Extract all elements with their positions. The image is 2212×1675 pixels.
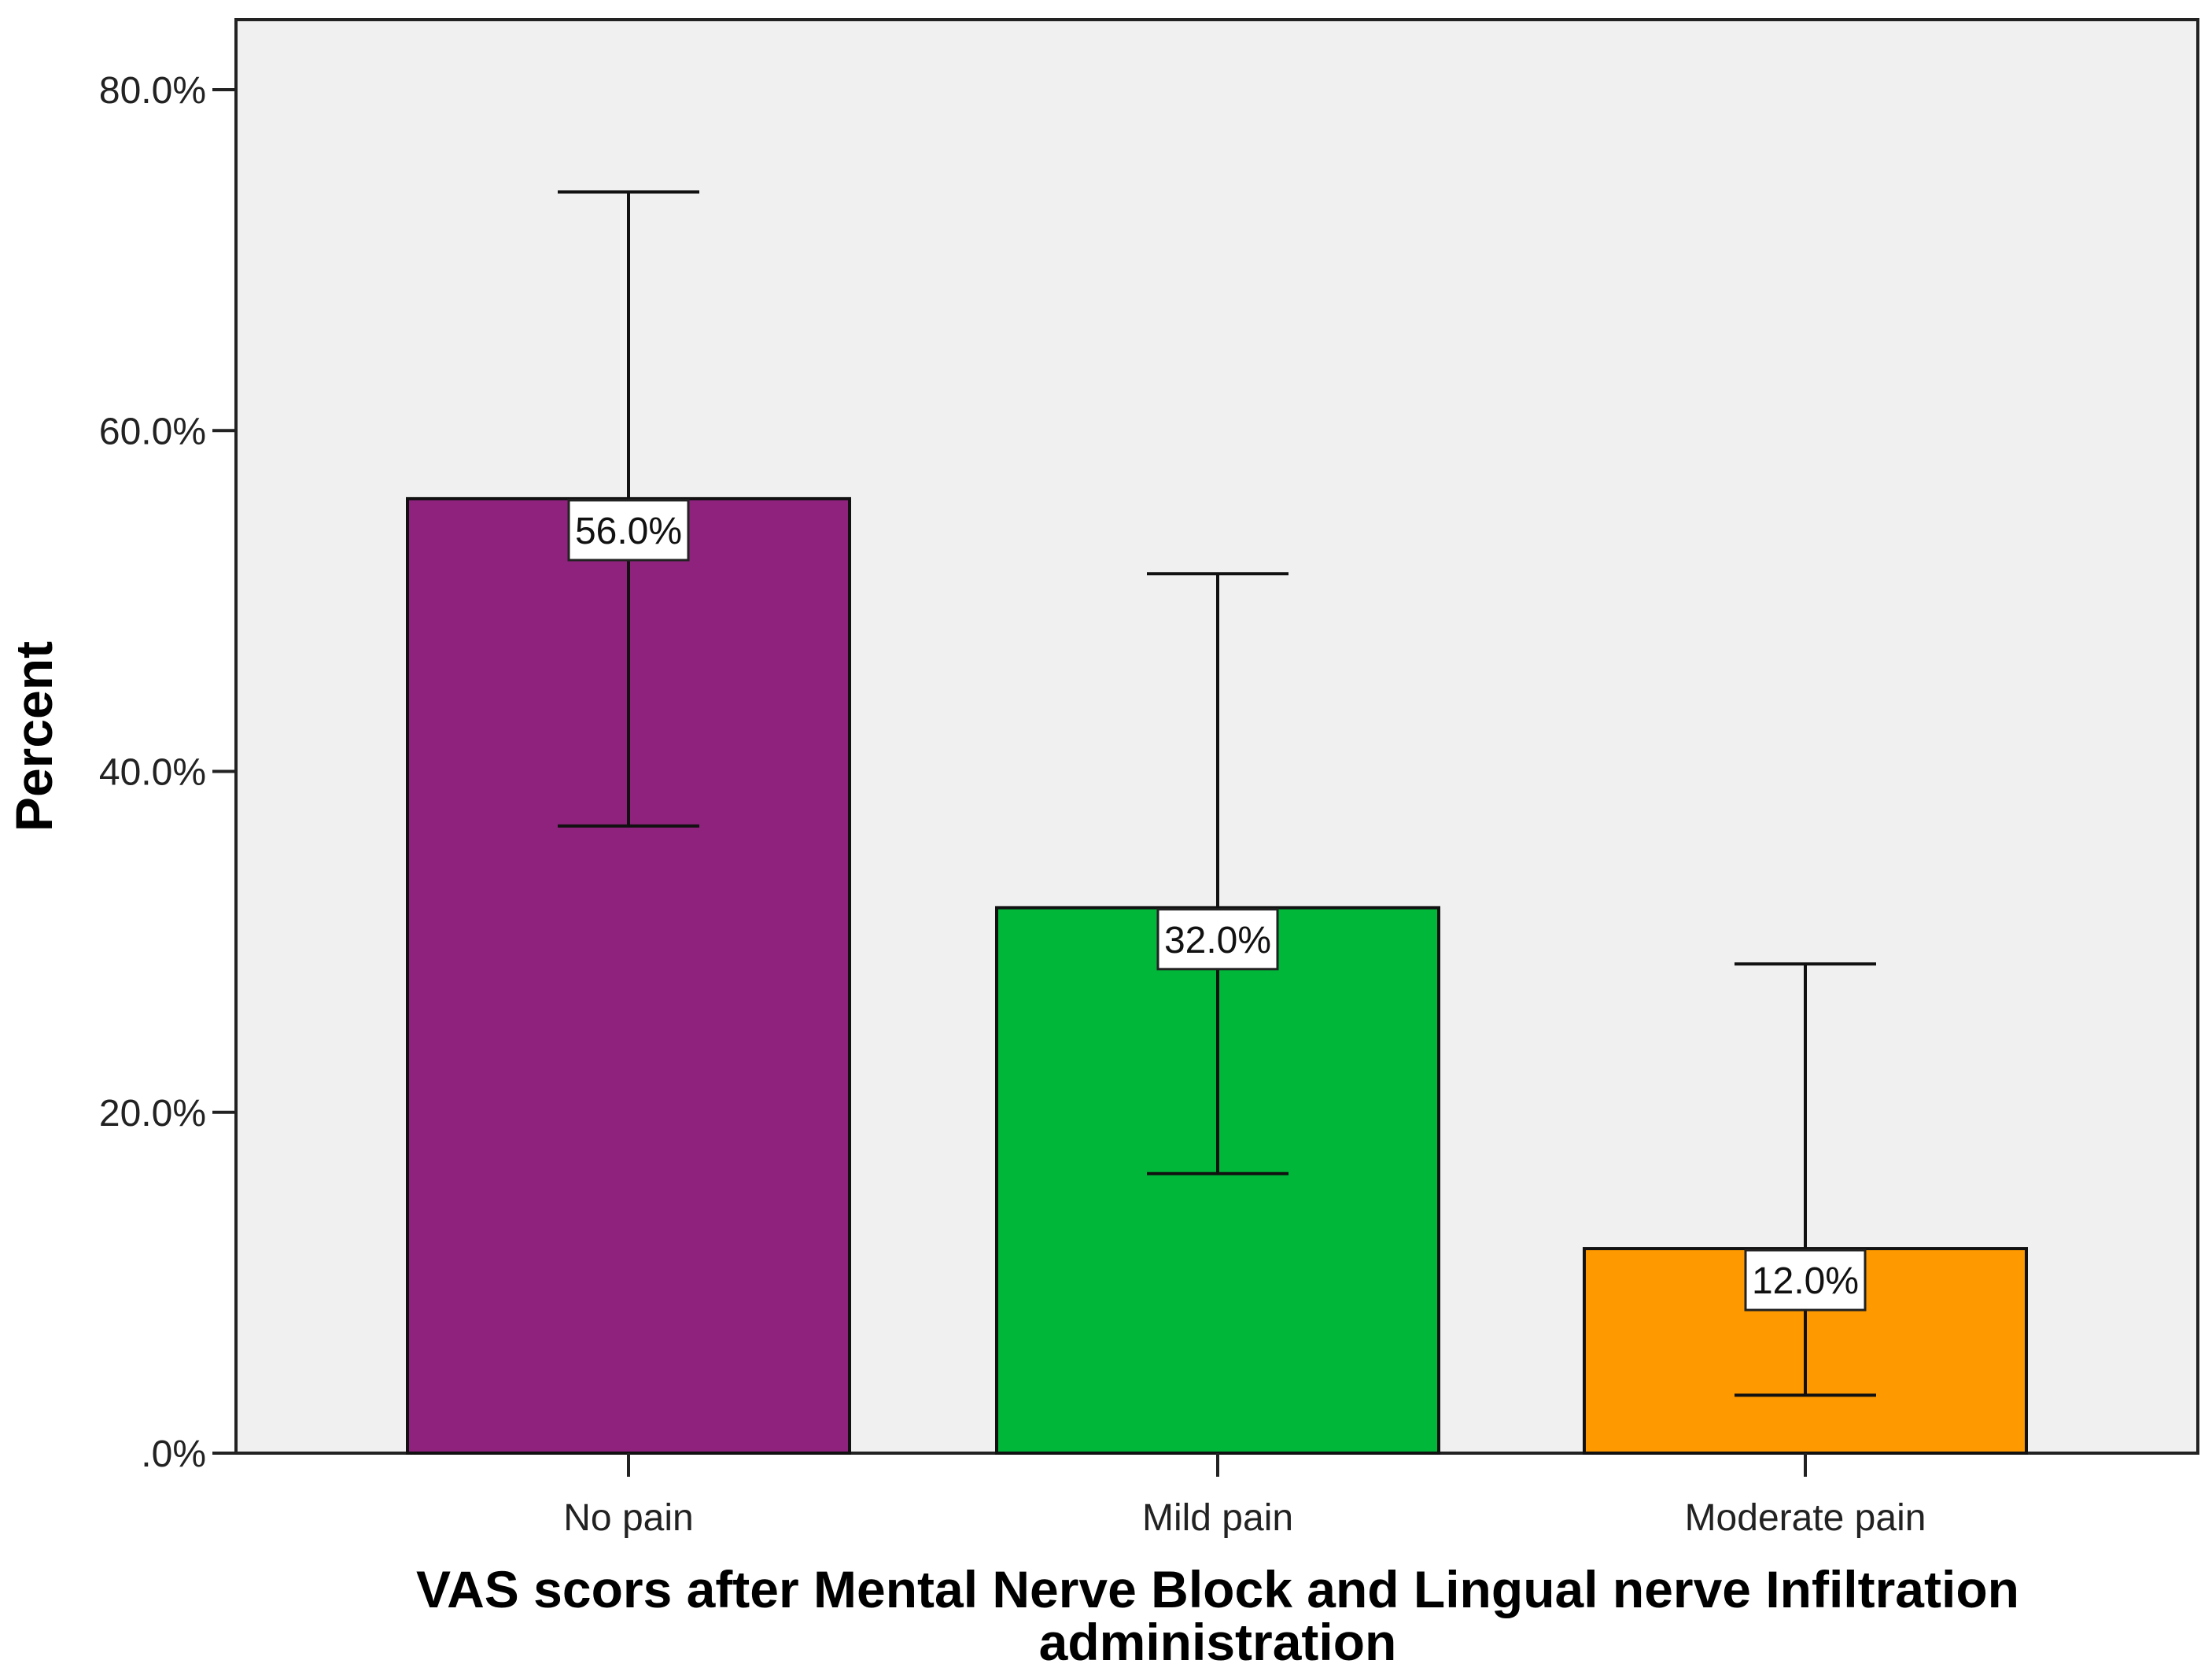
data-label-box xyxy=(567,499,690,562)
data-label: 32.0% xyxy=(1164,920,1271,961)
x-axis-title-line-1: VAS scors after Mental Nerve Block and L… xyxy=(416,1560,2019,1618)
x-axis-title-line-2: administration xyxy=(1039,1613,1397,1671)
x-tick-label: Mild pain xyxy=(1142,1497,1293,1539)
data-label-box xyxy=(1156,908,1279,971)
y-tick-label: 40.0% xyxy=(99,752,206,794)
data-label: 12.0% xyxy=(1752,1260,1859,1302)
x-tick-label: No pain xyxy=(563,1497,693,1539)
x-tick-label: Moderate pain xyxy=(1685,1497,1926,1539)
y-tick-label: 20.0% xyxy=(99,1093,206,1134)
y-tick-label: 80.0% xyxy=(99,70,206,112)
y-tick-label: 60.0% xyxy=(99,411,206,452)
data-label-box xyxy=(1744,1249,1867,1312)
y-tick-label: .0% xyxy=(141,1433,206,1475)
data-label: 56.0% xyxy=(575,511,682,552)
y-axis-title: Percent xyxy=(5,641,63,832)
